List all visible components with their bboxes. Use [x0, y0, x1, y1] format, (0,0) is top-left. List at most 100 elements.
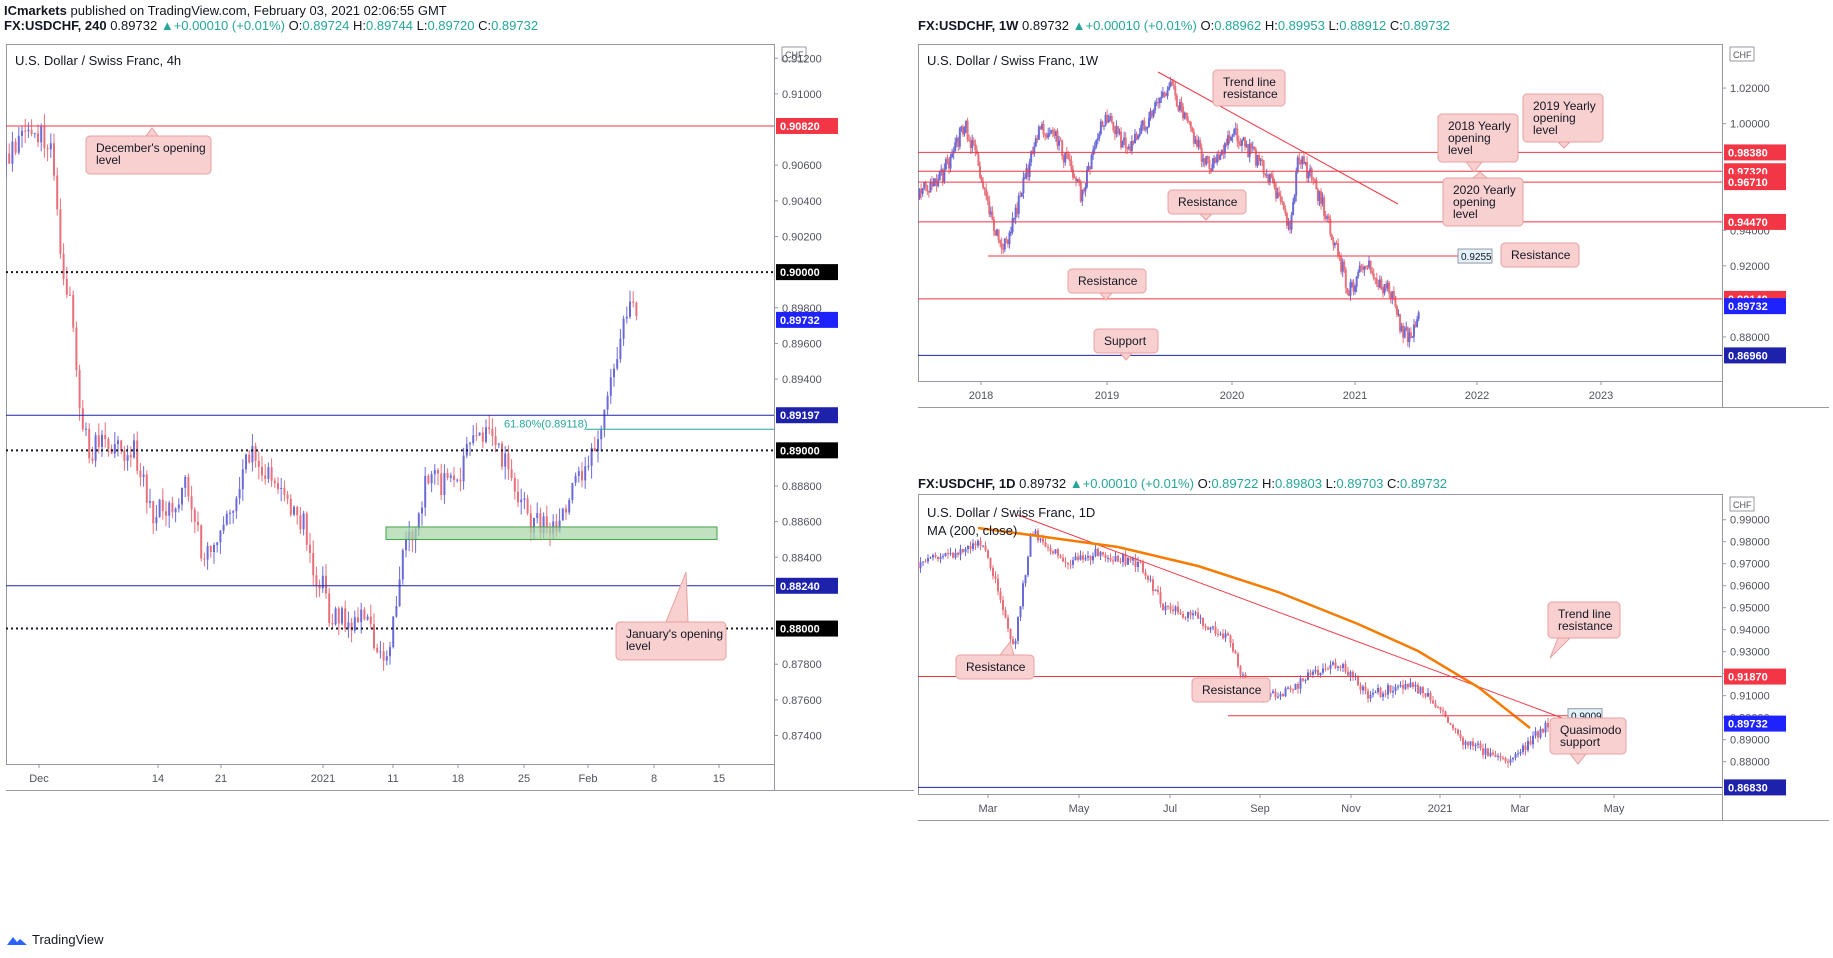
y-tick-label: 0.88000 — [1730, 332, 1770, 344]
candle-body — [539, 513, 542, 533]
candle-body — [974, 143, 977, 151]
legend-d1-last: 0.89732 — [1019, 476, 1067, 491]
candle-body — [1119, 561, 1122, 563]
candle-body — [942, 556, 944, 558]
candle-body — [46, 148, 49, 150]
legend-w1-close: 0.89732 — [1402, 18, 1450, 33]
y-tick-label: 0.89800 — [782, 303, 822, 315]
candle-body — [78, 370, 81, 409]
candle-body — [1109, 116, 1112, 120]
candle-body — [251, 446, 254, 463]
candle-body — [1164, 605, 1167, 611]
y-tick-label: 0.89000 — [1730, 735, 1770, 747]
up-arrow-icon: ▲ — [160, 18, 174, 33]
candle-body — [1033, 146, 1036, 154]
candle-body — [994, 230, 997, 236]
candle-body — [1129, 557, 1132, 561]
candle-body — [315, 575, 318, 586]
candle-body — [1277, 696, 1279, 698]
candle-body — [929, 181, 932, 193]
candle-body — [1177, 106, 1180, 111]
candle-body — [1169, 81, 1172, 87]
candle-body — [517, 491, 519, 503]
candle-body — [986, 196, 989, 202]
candle-body — [1268, 174, 1271, 183]
candle-body — [481, 432, 484, 442]
fib-618-label: 61.80%(0.89118) — [504, 418, 588, 430]
candle-body — [472, 435, 475, 444]
candle-body — [1378, 279, 1381, 288]
candle-body — [318, 585, 321, 589]
candle-body — [924, 182, 927, 186]
candle-body — [1296, 157, 1299, 172]
level-price-label: 0.89000 — [780, 445, 820, 457]
candle-body — [235, 498, 238, 512]
candle-body — [190, 496, 193, 510]
candle-body — [174, 508, 177, 513]
candle-body — [1234, 128, 1237, 130]
candle-body — [1099, 121, 1102, 135]
candle-body — [939, 556, 942, 560]
candle-body — [1278, 192, 1281, 196]
candle-body — [1519, 751, 1522, 754]
chart-1w[interactable]: CHF1.020001.000000.940000.920000.8800020… — [918, 44, 1829, 466]
chart-1d[interactable]: CHF 0.99000 0.98000 0.97000 0.96000 0.95000 0.… — [918, 494, 1829, 924]
candle-body — [53, 143, 55, 176]
y-tick-label: 0.88800 — [782, 481, 822, 493]
candle-body — [161, 499, 164, 512]
legend-h4-low: 0.89720 — [427, 18, 475, 33]
y-tick-label: 0.90400 — [782, 196, 822, 208]
candle-body — [1313, 179, 1316, 181]
candle-body — [982, 181, 985, 188]
annotation-w1-2020-line: opening — [1453, 195, 1496, 209]
candle-body — [1309, 168, 1312, 172]
candle-body — [1427, 692, 1429, 697]
candle-body — [277, 483, 279, 489]
candle-body — [985, 189, 988, 197]
annotation-w1-2018-line: level — [1448, 143, 1473, 157]
x-tick-label: 2023 — [1589, 390, 1613, 402]
candle-body — [1112, 560, 1114, 562]
candle-body — [558, 520, 561, 532]
candle-body — [1003, 238, 1006, 250]
candle-body — [1212, 626, 1214, 628]
candle-body — [926, 185, 929, 192]
candle-body — [1319, 672, 1322, 676]
candle-body — [943, 169, 946, 182]
annotation-w1-resistance-2-box — [1500, 242, 1580, 268]
candle-body — [1144, 572, 1147, 577]
candle-body — [321, 575, 324, 589]
candle-body — [69, 294, 71, 296]
candle-body — [571, 482, 574, 501]
tradingview-logo[interactable]: TradingView — [6, 932, 104, 947]
candle-body — [59, 209, 62, 254]
candle-body — [1368, 260, 1371, 268]
candle-body — [1154, 589, 1157, 592]
candle-body — [1103, 125, 1105, 127]
candle-body — [1341, 261, 1344, 272]
candle-body — [1316, 189, 1319, 201]
candle-body — [1379, 687, 1382, 697]
candle-body — [1174, 606, 1177, 612]
candle-body — [123, 450, 126, 461]
candle-body — [155, 517, 158, 524]
candle-body — [1414, 684, 1417, 687]
candle-body — [382, 651, 385, 661]
candle-body — [1016, 207, 1019, 214]
annotation-w1-support-line: Support — [1104, 334, 1147, 348]
candle-body — [337, 608, 340, 624]
currency-label: CHF — [1733, 50, 1752, 60]
candle-body — [1344, 269, 1347, 288]
candle-body — [309, 544, 311, 553]
level-price-label-bg — [1724, 213, 1786, 230]
candle-body — [1327, 216, 1330, 219]
candle-body — [14, 141, 17, 153]
candle-body — [1081, 189, 1084, 202]
candle-body — [1017, 195, 1020, 214]
candle-body — [296, 506, 299, 516]
candle-body — [1074, 556, 1077, 561]
candle-body — [1337, 666, 1339, 668]
candle-body — [1140, 125, 1143, 134]
candle-body — [213, 544, 215, 553]
